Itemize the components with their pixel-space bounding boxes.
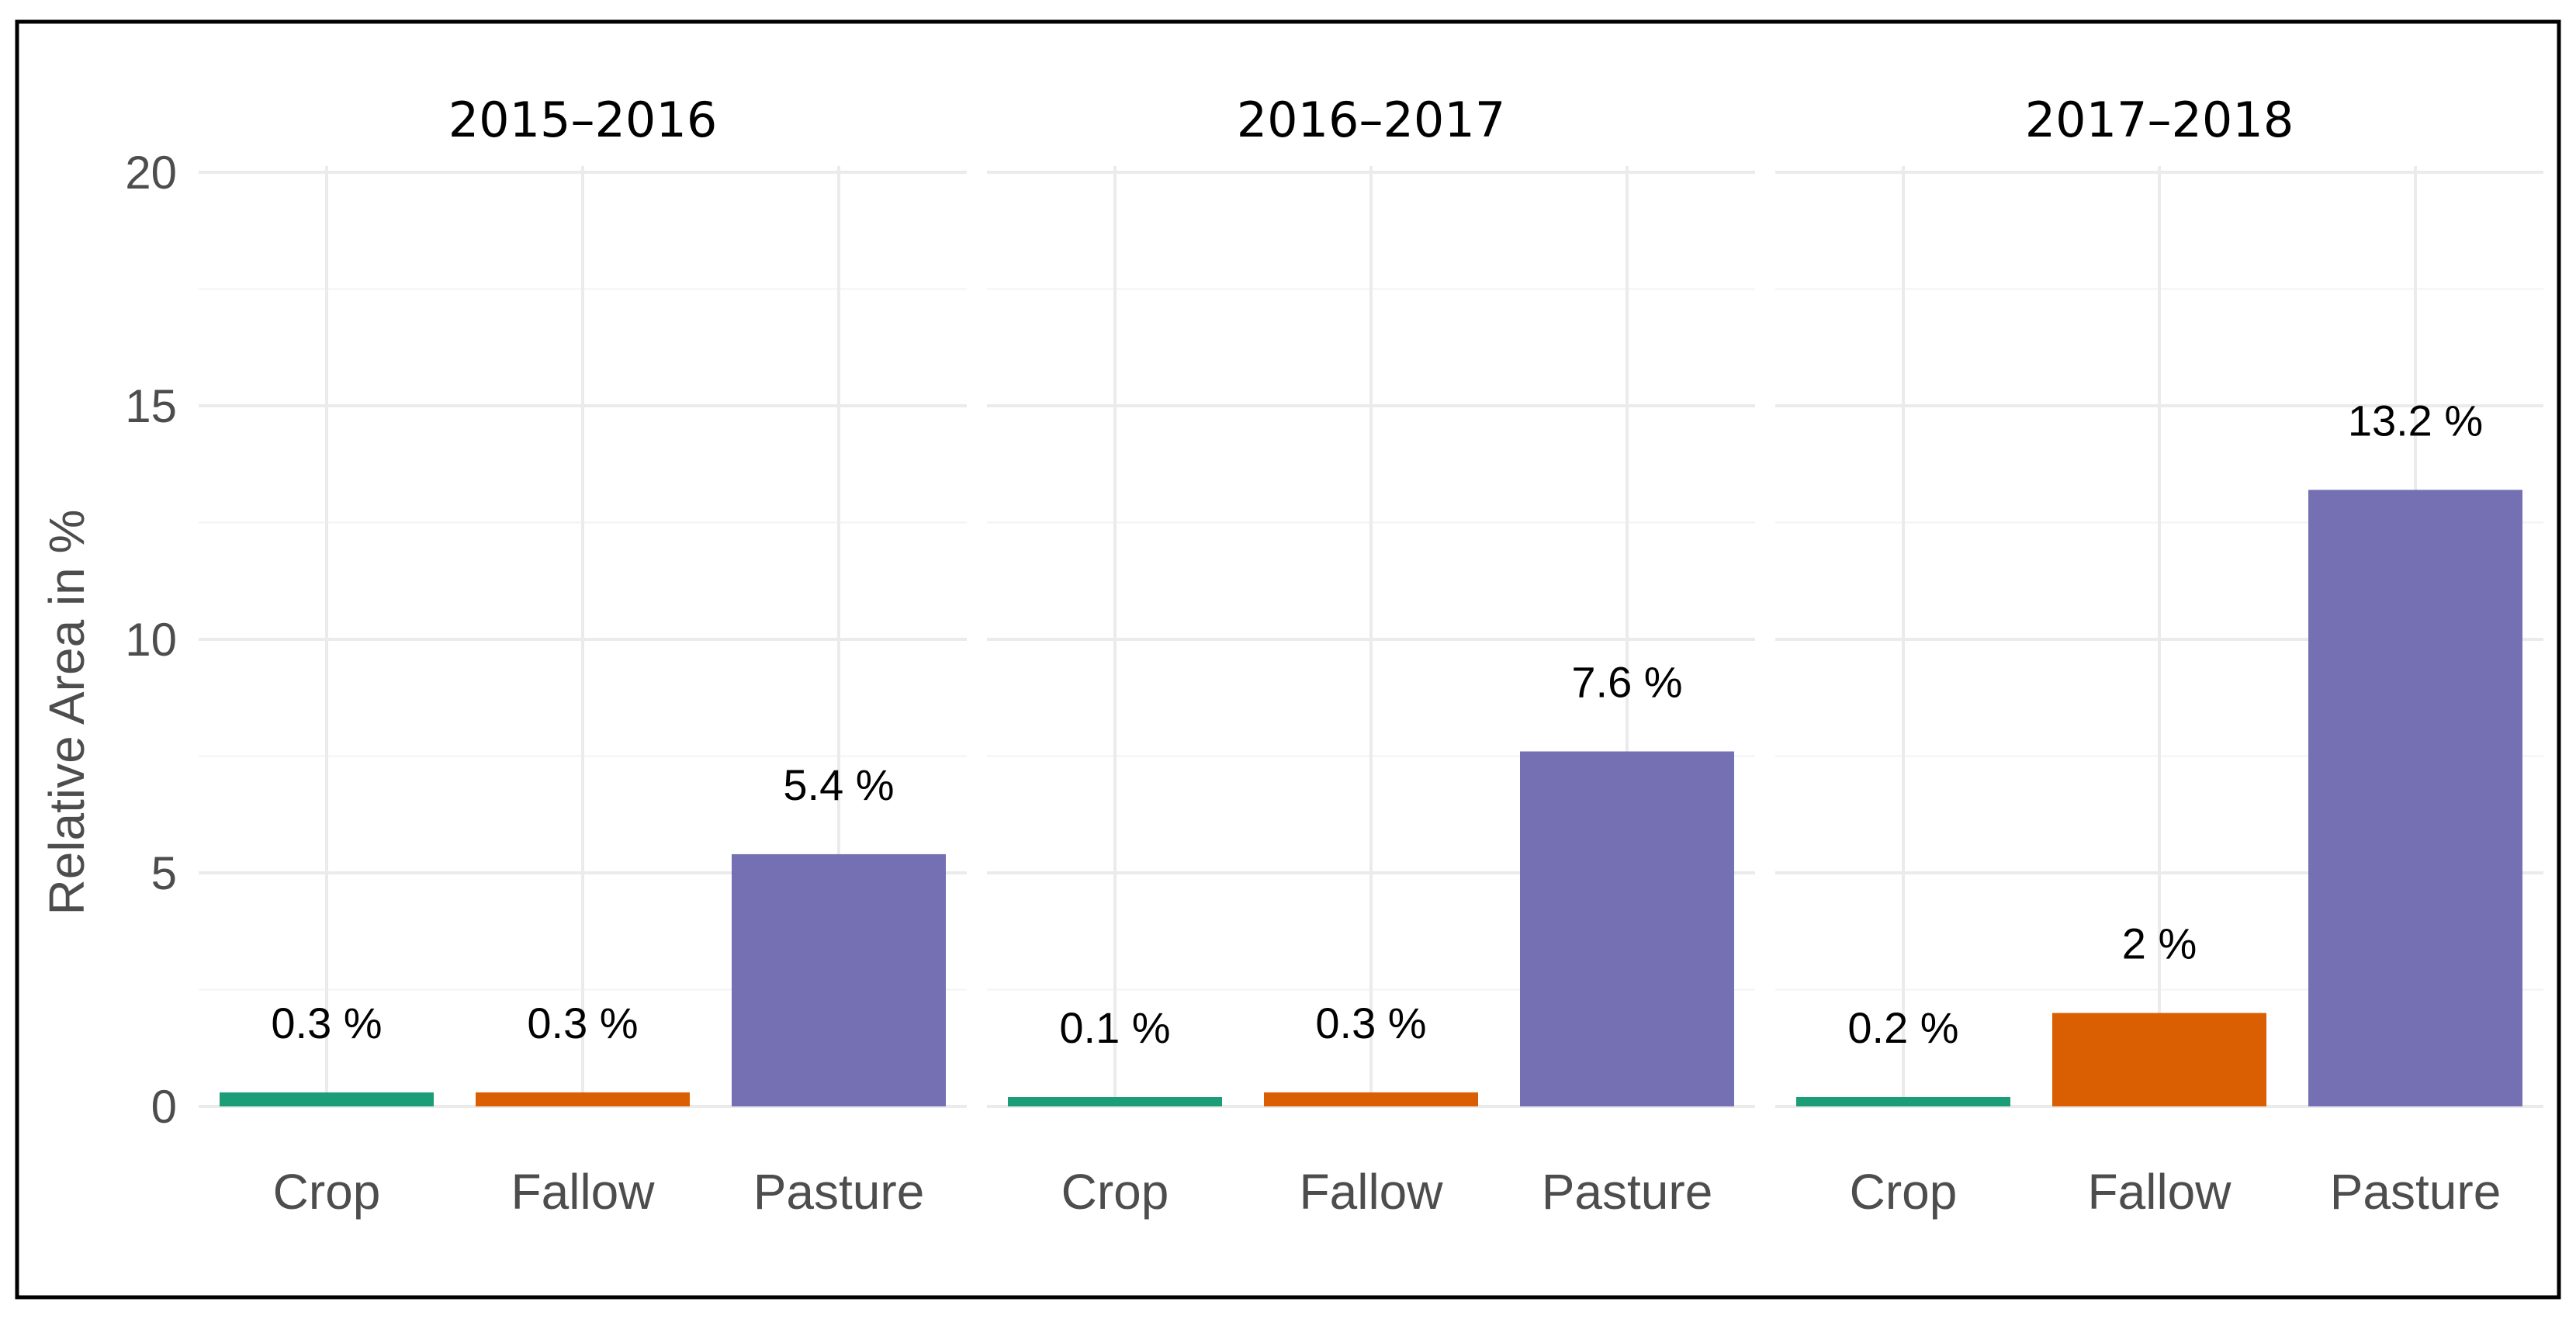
data-label: 2 %: [2122, 919, 2197, 968]
x-tick-label: Pasture: [1542, 1164, 1713, 1220]
bar-crop: [220, 1092, 434, 1106]
bar-pasture: [1520, 751, 1734, 1106]
x-tick-label: Fallow: [2088, 1164, 2232, 1220]
x-tick-label: Fallow: [511, 1164, 656, 1220]
x-tick-label: Fallow: [1300, 1164, 1444, 1220]
data-label: 7.6 %: [1571, 657, 1682, 706]
y-tick-label: 10: [125, 614, 177, 666]
data-label: 13.2 %: [2348, 396, 2483, 445]
y-tick-label: 0: [151, 1081, 177, 1133]
y-tick-label: 5: [151, 847, 177, 899]
bar-fallow: [476, 1092, 690, 1106]
bar-pasture: [732, 853, 946, 1106]
bar-crop: [1796, 1096, 2010, 1106]
y-axis-label: Relative Area in %: [39, 510, 95, 916]
data-label: 0.3 %: [271, 999, 382, 1047]
x-tick-label: Pasture: [2330, 1164, 2502, 1220]
data-label: 0.3 %: [1315, 999, 1426, 1047]
x-tick-label: Pasture: [753, 1164, 925, 1220]
y-tick-label: 15: [125, 380, 177, 432]
bar-layer: [220, 490, 2522, 1106]
panel-title: 2016–2017: [1237, 92, 1506, 148]
bar-fallow: [1264, 1092, 1478, 1106]
x-tick-label: Crop: [1850, 1164, 1958, 1220]
x-tick-label: Crop: [1061, 1164, 1169, 1220]
text-layer: 2015–2016 0.3 % Crop 0.3 % Fallow 5.4 % Pastur…: [125, 92, 2501, 1220]
data-label: 0.2 %: [1847, 1003, 1958, 1052]
data-label: 5.4 %: [783, 760, 894, 809]
bar-crop: [1008, 1097, 1222, 1106]
panel-title: 2015–2016: [448, 92, 718, 148]
panel-title: 2017–2018: [2025, 92, 2294, 148]
data-label: 0.3 %: [527, 999, 638, 1047]
bar-fallow: [2052, 1013, 2266, 1106]
bar-pasture: [2308, 490, 2522, 1106]
x-tick-label: Crop: [273, 1164, 381, 1220]
y-tick-label: 20: [125, 147, 177, 199]
data-label: 0.1 %: [1059, 1003, 1170, 1052]
